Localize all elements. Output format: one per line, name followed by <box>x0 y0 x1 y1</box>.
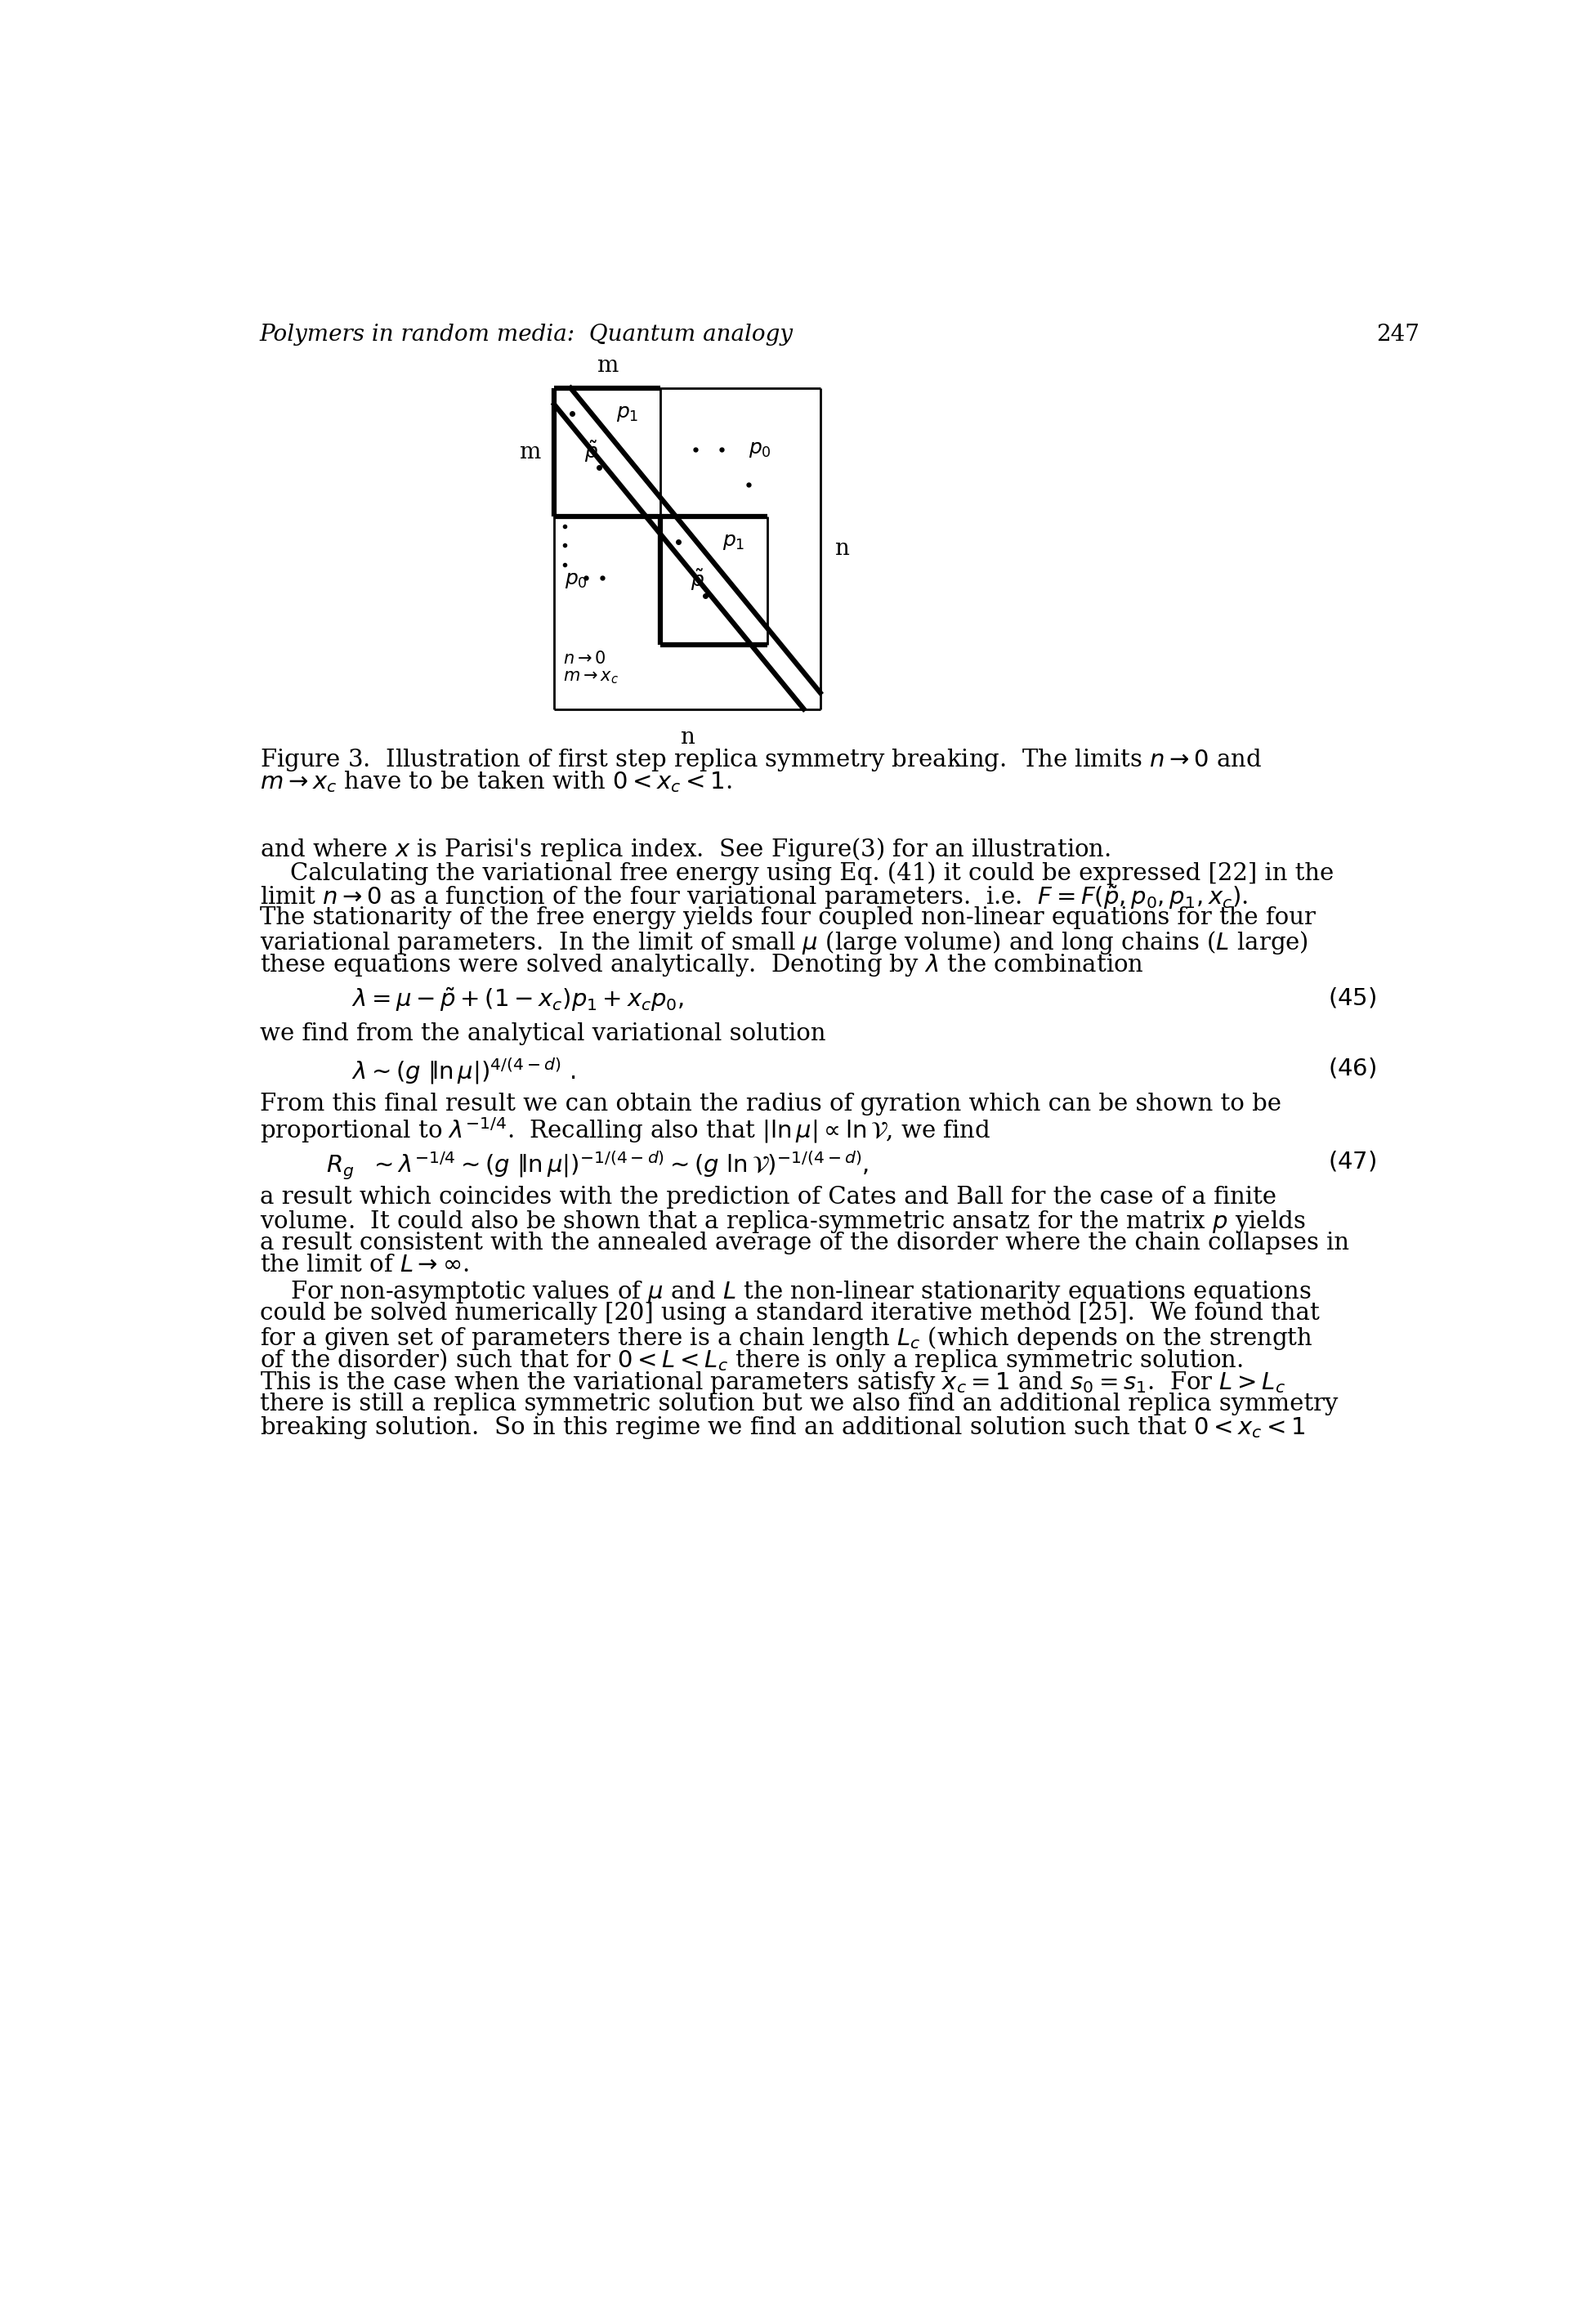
Text: $R_g\ \ \sim \lambda^{-1/4} \sim (g\ |\!\ln \mu|)^{-1/(4-d)} \sim (g\ \ln \mathc: $R_g\ \ \sim \lambda^{-1/4} \sim (g\ |\!… <box>326 1149 868 1181</box>
Text: n: n <box>835 537 849 560</box>
Text: breaking solution.  So in this regime we find an additional solution such that $: breaking solution. So in this regime we … <box>260 1415 1306 1441</box>
Text: a result which coincides with the prediction of Cates and Ball for the case of a: a result which coincides with the predic… <box>260 1186 1277 1209</box>
Text: $(45)$: $(45)$ <box>1328 987 1376 1010</box>
Text: $p_0$: $p_0$ <box>749 440 771 459</box>
Text: variational parameters.  In the limit of small $\mu$ (large volume) and long cha: variational parameters. In the limit of … <box>260 929 1309 957</box>
Text: $p_1$: $p_1$ <box>723 533 745 551</box>
Text: we find from the analytical variational solution: we find from the analytical variational … <box>260 1021 825 1045</box>
Text: m: m <box>519 440 539 463</box>
Text: n: n <box>680 727 694 748</box>
Text: 247: 247 <box>1376 324 1419 345</box>
Text: $(46)$: $(46)$ <box>1328 1056 1376 1079</box>
Text: The stationarity of the free energy yields four coupled non-linear equations for: The stationarity of the free energy yiel… <box>260 906 1315 929</box>
Text: $m \rightarrow x_c$: $m \rightarrow x_c$ <box>563 669 619 686</box>
Text: $\lambda \sim (g\ |\!\ln \mu|)^{4/(4-d)}\ .$: $\lambda \sim (g\ |\!\ln \mu|)^{4/(4-d)}… <box>351 1056 576 1086</box>
Text: For non-asymptotic values of $\mu$ and $L$ the non-linear stationarity equations: For non-asymptotic values of $\mu$ and $… <box>260 1278 1310 1306</box>
Text: $n \rightarrow 0$: $n \rightarrow 0$ <box>563 651 606 667</box>
Text: $p_0$: $p_0$ <box>565 572 587 591</box>
Text: could be solved numerically [20] using a standard iterative method [25].  We fou: could be solved numerically [20] using a… <box>260 1302 1320 1325</box>
Text: $\tilde{p}$: $\tilde{p}$ <box>584 440 597 466</box>
Text: a result consistent with the annealed average of the disorder where the chain co: a result consistent with the annealed av… <box>260 1232 1349 1255</box>
Text: From this final result we can obtain the radius of gyration which can be shown t: From this final result we can obtain the… <box>260 1093 1282 1116</box>
Text: Calculating the variational free energy using Eq. (41) it could be expressed [22: Calculating the variational free energy … <box>260 862 1334 885</box>
Text: $\lambda = \mu - \tilde{p} + (1 - x_c)p_1 + x_c p_0,$: $\lambda = \mu - \tilde{p} + (1 - x_c)p_… <box>351 987 685 1014</box>
Text: these equations were solved analytically.  Denoting by $\lambda$ the combination: these equations were solved analytically… <box>260 952 1144 977</box>
Text: proportional to $\lambda^{-1/4}$.  Recalling also that $|\ln \mu| \propto \ln \m: proportional to $\lambda^{-1/4}$. Recall… <box>260 1116 991 1144</box>
Text: of the disorder) such that for $0 < L < L_c$ there is only a replica symmetric s: of the disorder) such that for $0 < L < … <box>260 1348 1243 1373</box>
Text: Polymers in random media:  Quantum analogy: Polymers in random media: Quantum analog… <box>260 324 793 345</box>
Text: $p_1$: $p_1$ <box>616 405 638 424</box>
Text: for a given set of parameters there is a chain length $L_c$ (which depends on th: for a given set of parameters there is a… <box>260 1325 1312 1350</box>
Text: and where $x$ is Parisi's replica index.  See Figure(3) for an illustration.: and where $x$ is Parisi's replica index.… <box>260 836 1111 864</box>
Text: the limit of $L \rightarrow \infty$.: the limit of $L \rightarrow \infty$. <box>260 1253 469 1276</box>
Text: $m \rightarrow x_c$ have to be taken with $0 < x_c < 1$.: $m \rightarrow x_c$ have to be taken wit… <box>260 769 731 794</box>
Text: volume.  It could also be shown that a replica-symmetric ansatz for the matrix $: volume. It could also be shown that a re… <box>260 1209 1306 1234</box>
Text: m: m <box>597 354 618 378</box>
Text: limit $n \rightarrow 0$ as a function of the four variational parameters.  i.e. : limit $n \rightarrow 0$ as a function of… <box>260 885 1248 913</box>
Text: there is still a replica symmetric solution but we also find an additional repli: there is still a replica symmetric solut… <box>260 1392 1337 1415</box>
Text: $\tilde{p}$: $\tilde{p}$ <box>691 567 704 593</box>
Text: This is the case when the variational parameters satisfy $x_c = 1$ and $s_0 = s_: This is the case when the variational pa… <box>260 1369 1285 1397</box>
Text: Figure 3.  Illustration of first step replica symmetry breaking.  The limits $n : Figure 3. Illustration of first step rep… <box>260 746 1262 774</box>
Text: $(47)$: $(47)$ <box>1328 1149 1376 1174</box>
